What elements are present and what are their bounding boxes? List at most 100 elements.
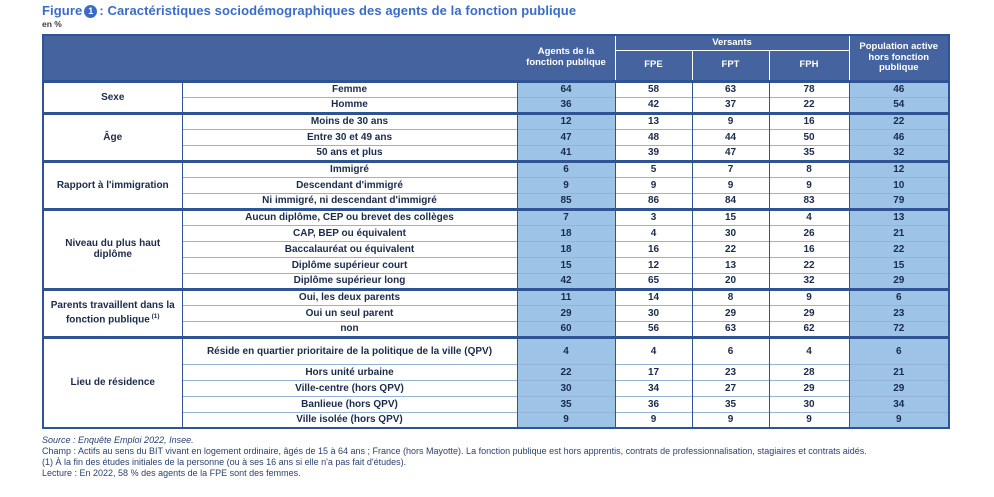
value-cell: 23 xyxy=(691,363,770,380)
value-cell: 42 xyxy=(516,272,616,289)
value-cell: 72 xyxy=(848,320,950,337)
value-cell: 16 xyxy=(768,240,850,257)
value-cell: 65 xyxy=(614,272,693,289)
value-cell: 9 xyxy=(614,176,693,193)
value-cell: 5 xyxy=(614,159,693,177)
row-group-label: Niveau du plus haut diplôme xyxy=(42,207,183,289)
col-header-versants: Versants xyxy=(614,34,850,51)
table-row: Entre 30 et 49 ans 47 48 44 50 46 xyxy=(43,128,950,145)
value-cell: 6 xyxy=(848,335,950,364)
table-row: Diplôme supérieur long 42 65 20 32 29 xyxy=(43,272,950,289)
footer-lecture: Lecture : En 2022, 58 % des agents de la… xyxy=(42,468,301,478)
table-row: Lieu de résidence Réside en quartier prio… xyxy=(42,335,950,428)
value-cell: 6 xyxy=(848,287,950,305)
value-cell: 39 xyxy=(614,144,693,161)
table-row: CAP, BEP ou équivalent 18 4 30 26 21 xyxy=(43,224,950,241)
table-row: Ni immigré, ni descendant d'immigré 85 86 8… xyxy=(43,192,950,209)
value-cell: 30 xyxy=(614,304,693,321)
value-cell: 21 xyxy=(848,224,950,241)
col-header-fpt: FPT xyxy=(691,49,770,82)
row-label: Ni immigré, ni descendant d'immigré xyxy=(181,192,518,209)
row-label: Banlieue (hors QPV) xyxy=(181,395,518,412)
value-cell: 35 xyxy=(691,395,770,412)
value-cell: 13 xyxy=(614,111,693,129)
value-cell: 12 xyxy=(516,111,616,129)
value-cell: 86 xyxy=(614,192,693,209)
row-label: Oui, les deux parents xyxy=(181,287,518,305)
value-cell: 29 xyxy=(516,304,616,321)
figure-title: Figure 1: Caractéristiques sociodémograph… xyxy=(42,3,994,18)
value-cell: 29 xyxy=(848,379,950,396)
unit-label: en % xyxy=(42,19,62,29)
table-row: Descendant d'immigré 9 9 9 9 10 xyxy=(43,176,950,193)
value-cell: 47 xyxy=(516,128,616,145)
value-cell: 3 xyxy=(614,207,693,225)
value-cell: 13 xyxy=(848,207,950,225)
value-cell: 35 xyxy=(768,144,850,161)
table-row: Hors unité urbaine 22 17 23 28 21 xyxy=(43,363,950,380)
row-label: Ville isolée (hors QPV) xyxy=(181,411,518,428)
row-label: non xyxy=(181,320,518,337)
value-cell: 29 xyxy=(768,304,850,321)
footer-note1: (1) À la fin des études initiales de la … xyxy=(42,457,407,467)
value-cell: 9 xyxy=(848,411,950,428)
value-cell: 15 xyxy=(516,256,616,273)
row-label: Moins de 30 ans xyxy=(181,111,518,129)
value-cell: 18 xyxy=(516,224,616,241)
row-label: Descendant d'immigré xyxy=(181,176,518,193)
value-cell: 79 xyxy=(848,192,950,209)
value-cell: 35 xyxy=(516,395,616,412)
value-cell: 64 xyxy=(516,79,616,97)
value-cell: 42 xyxy=(614,96,693,113)
row-group-label: Sexe xyxy=(42,79,183,113)
value-cell: 23 xyxy=(848,304,950,321)
row-label: Aucun diplôme, CEP ou brevet des collège… xyxy=(181,207,518,225)
row-label: Immigré xyxy=(181,159,518,177)
value-cell: 9 xyxy=(691,411,770,428)
table-row: Sexe Femme 64 58 63 78 46 xyxy=(42,79,950,113)
value-cell: 9 xyxy=(768,411,850,428)
row-label: Femme xyxy=(181,79,518,97)
value-cell: 22 xyxy=(848,240,950,257)
value-cell: 21 xyxy=(848,363,950,380)
value-cell: 20 xyxy=(691,272,770,289)
value-cell: 50 xyxy=(768,128,850,145)
footnote-marker: (1) xyxy=(149,313,160,321)
value-cell: 16 xyxy=(768,111,850,129)
row-group-label: Lieu de résidence xyxy=(42,335,183,428)
value-cell: 9 xyxy=(516,411,616,428)
table-row: 50 ans et plus 41 39 47 35 32 xyxy=(43,144,950,161)
value-cell: 63 xyxy=(691,79,770,97)
value-cell: 6 xyxy=(516,159,616,177)
value-cell: 29 xyxy=(848,272,950,289)
value-cell: 7 xyxy=(691,159,770,177)
table-row: Banlieue (hors QPV) 35 36 35 30 34 xyxy=(43,395,950,412)
value-cell: 17 xyxy=(614,363,693,380)
value-cell: 22 xyxy=(691,240,770,257)
value-cell: 4 xyxy=(614,224,693,241)
col-header-agents: Agents de la fonction publique xyxy=(516,34,616,82)
figure-number-badge: 1 xyxy=(84,5,98,18)
value-cell: 44 xyxy=(691,128,770,145)
table-row: Oui un seul parent 29 30 29 29 23 xyxy=(43,304,950,321)
value-cell: 36 xyxy=(614,395,693,412)
value-cell: 12 xyxy=(614,256,693,273)
value-cell: 7 xyxy=(516,207,616,225)
col-header-fpe: FPE xyxy=(614,49,693,82)
table-row: non 60 56 63 62 72 xyxy=(43,320,950,337)
value-cell: 37 xyxy=(691,96,770,113)
footer-source: Source : Enquête Emploi 2022, Insee. xyxy=(42,435,194,445)
row-label: Oui un seul parent xyxy=(181,304,518,321)
value-cell: 8 xyxy=(768,159,850,177)
row-label: Entre 30 et 49 ans xyxy=(181,128,518,145)
row-group-label: Parents travaillent dans la fonction pub… xyxy=(42,287,183,337)
table-header: Agents de la fonction publique Versants … xyxy=(42,34,950,82)
value-cell: 22 xyxy=(768,256,850,273)
value-cell: 78 xyxy=(768,79,850,97)
table-row: Homme 36 42 37 22 54 xyxy=(43,96,950,113)
figure-title-text: : Caractéristiques sociodémographiques d… xyxy=(99,3,577,18)
value-cell: 46 xyxy=(848,79,950,97)
value-cell: 34 xyxy=(848,395,950,412)
table-row: Ville isolée (hors QPV) 9 9 9 9 9 xyxy=(43,411,950,428)
